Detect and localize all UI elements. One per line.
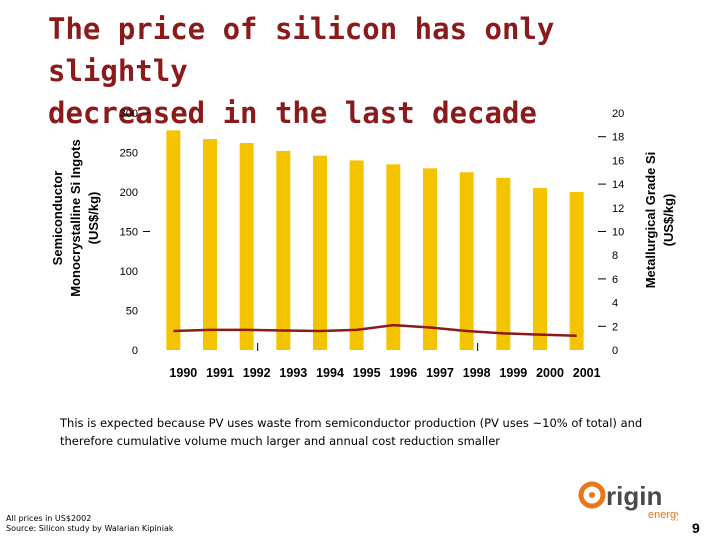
- bar-1992: [239, 143, 254, 350]
- bar-1996: [386, 164, 401, 350]
- left-axis-title-line-2: Monocrystalline Si Ingots: [68, 139, 83, 296]
- right-tick-label: 12: [612, 203, 624, 215]
- bar-1994: [313, 155, 327, 350]
- footer: All prices in US$2002 Source: Silicon st…: [6, 514, 174, 534]
- slide-title: The price of silicon has only slightly d…: [48, 8, 688, 134]
- logo-subtext: energy: [648, 509, 678, 521]
- right-tick-label: 0: [612, 345, 618, 357]
- x-tick-label: 1992: [243, 366, 271, 380]
- footer-prices-note: All prices in US$2002: [6, 514, 92, 523]
- bar-2000: [533, 188, 547, 350]
- left-tick-label: 100: [120, 266, 138, 278]
- bar-1993: [276, 150, 291, 350]
- right-tick-label: 2: [612, 321, 618, 333]
- x-tick-label: 2001: [573, 366, 601, 380]
- x-tick-label: 2000: [536, 366, 564, 380]
- page-number: 9: [692, 520, 700, 536]
- title-line-1: The price of silicon has only slightly: [48, 12, 555, 88]
- bar-1990: [166, 130, 181, 350]
- right-tick-label: 6: [612, 274, 618, 286]
- x-tick-label: 1994: [316, 366, 344, 380]
- logo-dot-icon: [589, 492, 595, 498]
- metallurgical-si-line: [173, 323, 577, 338]
- right-tick-label: 14: [612, 179, 624, 191]
- right-tick-label: 18: [612, 132, 624, 144]
- x-tick-label: 1997: [426, 366, 454, 380]
- left-tick-label: 300: [120, 108, 138, 120]
- right-axis-title-line-1: Metallurgical Grade Si: [643, 152, 658, 289]
- origin-energy-logo: rigin energy: [578, 481, 678, 521]
- bar-1997: [423, 168, 437, 350]
- right-tick-label: 16: [612, 155, 624, 167]
- right-tick-label: 10: [612, 227, 624, 239]
- price-chart: 0 50 100 150 200 250 300 0 2 4 6 8 10 12 14 16 18 20 1990 1…: [50, 108, 676, 380]
- x-tick-label: 1993: [279, 366, 307, 380]
- left-tick-label: 0: [132, 345, 138, 357]
- title-line-2: decreased in the last decade: [48, 96, 537, 130]
- x-tick-label: 1996: [389, 366, 417, 380]
- left-tick-label: 50: [126, 306, 138, 318]
- x-tick-label: 1998: [463, 366, 491, 380]
- explanatory-note: This is expected because PV uses waste f…: [60, 416, 643, 448]
- x-tick-label: 1990: [169, 366, 197, 380]
- x-tick-label: 1991: [206, 366, 234, 380]
- left-axis-title-line-1: Semiconductor: [50, 171, 65, 266]
- bar-1998: [459, 172, 474, 350]
- right-axis-title-line-2: (US$/kg): [661, 194, 676, 247]
- x-tick-label: 1999: [499, 366, 527, 380]
- logo-wordmark: rigin: [606, 481, 662, 511]
- right-tick-label: 4: [612, 298, 618, 310]
- bar-1995: [349, 160, 364, 350]
- footer-source: Source: Silicon study by Walarian Kipini…: [6, 524, 174, 533]
- right-tick-label: 8: [612, 250, 618, 262]
- right-tick-label: 20: [612, 108, 624, 120]
- left-tick-label: 150: [120, 227, 138, 239]
- left-tick-label: 250: [120, 148, 138, 160]
- left-tick-label: 200: [120, 187, 138, 199]
- bar-1999: [496, 177, 511, 350]
- logo-ring-icon: [578, 481, 606, 509]
- bar-2001: [569, 192, 584, 350]
- x-tick-label: 1995: [353, 366, 381, 380]
- left-axis-title-line-3: (US$/kg): [86, 192, 101, 245]
- bar-1991: [203, 139, 217, 350]
